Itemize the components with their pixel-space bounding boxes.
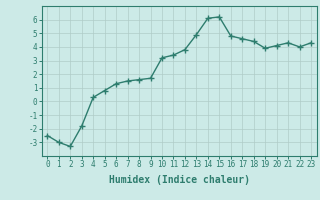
X-axis label: Humidex (Indice chaleur): Humidex (Indice chaleur) [109,175,250,185]
